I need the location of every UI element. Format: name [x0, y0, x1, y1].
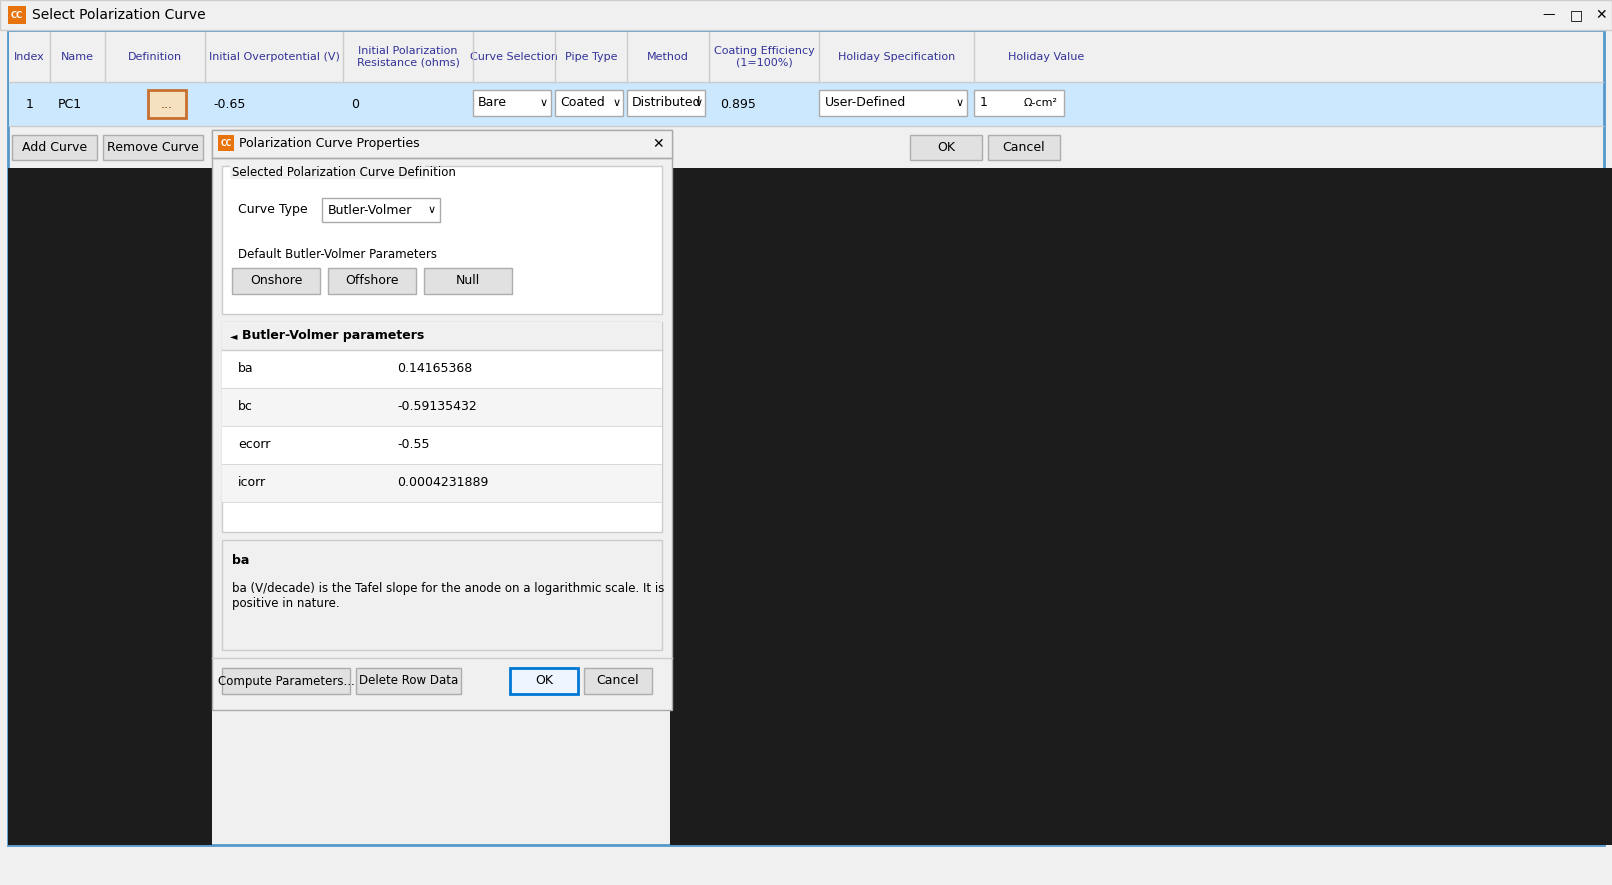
Text: Butler-Volmer: Butler-Volmer [327, 204, 413, 217]
FancyBboxPatch shape [148, 90, 185, 118]
Text: icorr: icorr [239, 476, 266, 489]
FancyBboxPatch shape [222, 350, 663, 388]
FancyBboxPatch shape [509, 668, 579, 694]
Text: Initial Polarization
Resistance (ohms): Initial Polarization Resistance (ohms) [356, 46, 459, 68]
FancyBboxPatch shape [8, 30, 1604, 845]
FancyBboxPatch shape [0, 0, 1612, 30]
Text: ∨: ∨ [427, 205, 437, 215]
Text: ecorr: ecorr [239, 438, 271, 451]
FancyBboxPatch shape [911, 135, 982, 160]
Text: CC: CC [11, 11, 23, 19]
Text: Compute Parameters...: Compute Parameters... [218, 674, 355, 688]
Text: Delete Row Data: Delete Row Data [359, 674, 458, 688]
Text: 0.14165368: 0.14165368 [397, 363, 472, 375]
Text: ✕: ✕ [653, 137, 664, 151]
FancyBboxPatch shape [11, 135, 97, 160]
Text: -0.65: -0.65 [213, 97, 245, 111]
FancyBboxPatch shape [231, 165, 426, 179]
Text: Name: Name [61, 52, 93, 62]
Text: ∨: ∨ [956, 98, 964, 108]
Text: □: □ [1570, 8, 1583, 22]
FancyBboxPatch shape [213, 130, 672, 710]
FancyBboxPatch shape [222, 540, 663, 650]
Text: Remove Curve: Remove Curve [106, 141, 198, 154]
FancyBboxPatch shape [222, 388, 663, 426]
Text: -0.55: -0.55 [397, 438, 429, 451]
Text: Coating Efficiency
(1=100%): Coating Efficiency (1=100%) [714, 46, 814, 68]
FancyBboxPatch shape [222, 322, 663, 350]
Text: bc: bc [239, 401, 253, 413]
Text: Method: Method [646, 52, 688, 62]
Text: Butler-Volmer parameters: Butler-Volmer parameters [242, 329, 424, 342]
FancyBboxPatch shape [974, 90, 1064, 116]
FancyBboxPatch shape [327, 268, 416, 294]
Text: —: — [1543, 9, 1556, 21]
Text: Offshore: Offshore [345, 274, 398, 288]
Text: OK: OK [937, 141, 954, 154]
Text: ◄: ◄ [231, 331, 237, 341]
Text: ∨: ∨ [613, 98, 621, 108]
Text: Initial Overpotential (V): Initial Overpotential (V) [208, 52, 340, 62]
Text: Coated: Coated [559, 96, 604, 110]
Text: PC1: PC1 [58, 97, 82, 111]
Text: -0.59135432: -0.59135432 [397, 401, 477, 413]
Text: Index: Index [15, 52, 45, 62]
Text: ✕: ✕ [1596, 8, 1607, 22]
FancyBboxPatch shape [222, 166, 663, 314]
FancyBboxPatch shape [222, 426, 663, 464]
Text: 0.0004231889: 0.0004231889 [397, 476, 488, 489]
Text: ∨: ∨ [540, 98, 548, 108]
FancyBboxPatch shape [584, 668, 651, 694]
FancyBboxPatch shape [988, 135, 1061, 160]
Text: Selected Polarization Curve Definition: Selected Polarization Curve Definition [232, 165, 456, 179]
FancyBboxPatch shape [472, 90, 551, 116]
FancyBboxPatch shape [8, 168, 213, 845]
FancyBboxPatch shape [424, 268, 513, 294]
Text: 1: 1 [980, 96, 988, 110]
Text: Curve Selection: Curve Selection [471, 52, 558, 62]
Text: OK: OK [535, 674, 553, 688]
Text: Pipe Type: Pipe Type [564, 52, 617, 62]
FancyBboxPatch shape [232, 268, 321, 294]
FancyBboxPatch shape [222, 464, 663, 502]
Text: ∨: ∨ [695, 98, 703, 108]
FancyBboxPatch shape [627, 90, 704, 116]
Text: Curve Type: Curve Type [239, 204, 308, 217]
Text: Distributed: Distributed [632, 96, 701, 110]
FancyBboxPatch shape [8, 6, 26, 24]
Text: Holiday Specification: Holiday Specification [838, 52, 956, 62]
Text: Null: Null [456, 274, 480, 288]
FancyBboxPatch shape [555, 90, 622, 116]
Text: Onshore: Onshore [250, 274, 301, 288]
Text: CC: CC [221, 138, 232, 148]
FancyBboxPatch shape [103, 135, 203, 160]
FancyBboxPatch shape [356, 668, 461, 694]
FancyBboxPatch shape [222, 668, 350, 694]
Text: User-Defined: User-Defined [825, 96, 906, 110]
FancyBboxPatch shape [10, 32, 1602, 82]
FancyBboxPatch shape [322, 198, 440, 222]
Text: ba: ba [232, 553, 250, 566]
Text: Cancel: Cancel [1003, 141, 1045, 154]
Text: Default Butler-Volmer Parameters: Default Butler-Volmer Parameters [239, 248, 437, 260]
Text: Ω-cm²: Ω-cm² [1024, 98, 1057, 108]
Text: 0.895: 0.895 [721, 97, 756, 111]
FancyBboxPatch shape [671, 168, 1612, 845]
Text: ba (V/decade) is the Tafel slope for the anode on a logarithmic scale. It is
pos: ba (V/decade) is the Tafel slope for the… [232, 582, 664, 610]
Text: Cancel: Cancel [596, 674, 640, 688]
FancyBboxPatch shape [213, 130, 672, 158]
Text: ba: ba [239, 363, 253, 375]
Text: 1: 1 [26, 97, 34, 111]
Text: Bare: Bare [479, 96, 508, 110]
Text: Add Curve: Add Curve [23, 141, 87, 154]
FancyBboxPatch shape [819, 90, 967, 116]
Text: Definition: Definition [127, 52, 182, 62]
Text: Polarization Curve Properties: Polarization Curve Properties [239, 137, 419, 150]
Text: 0: 0 [351, 97, 359, 111]
FancyBboxPatch shape [218, 135, 234, 151]
Text: Select Polarization Curve: Select Polarization Curve [32, 8, 206, 22]
Text: Holiday Value: Holiday Value [1009, 52, 1085, 62]
Text: ...: ... [161, 97, 172, 111]
FancyBboxPatch shape [222, 322, 663, 532]
